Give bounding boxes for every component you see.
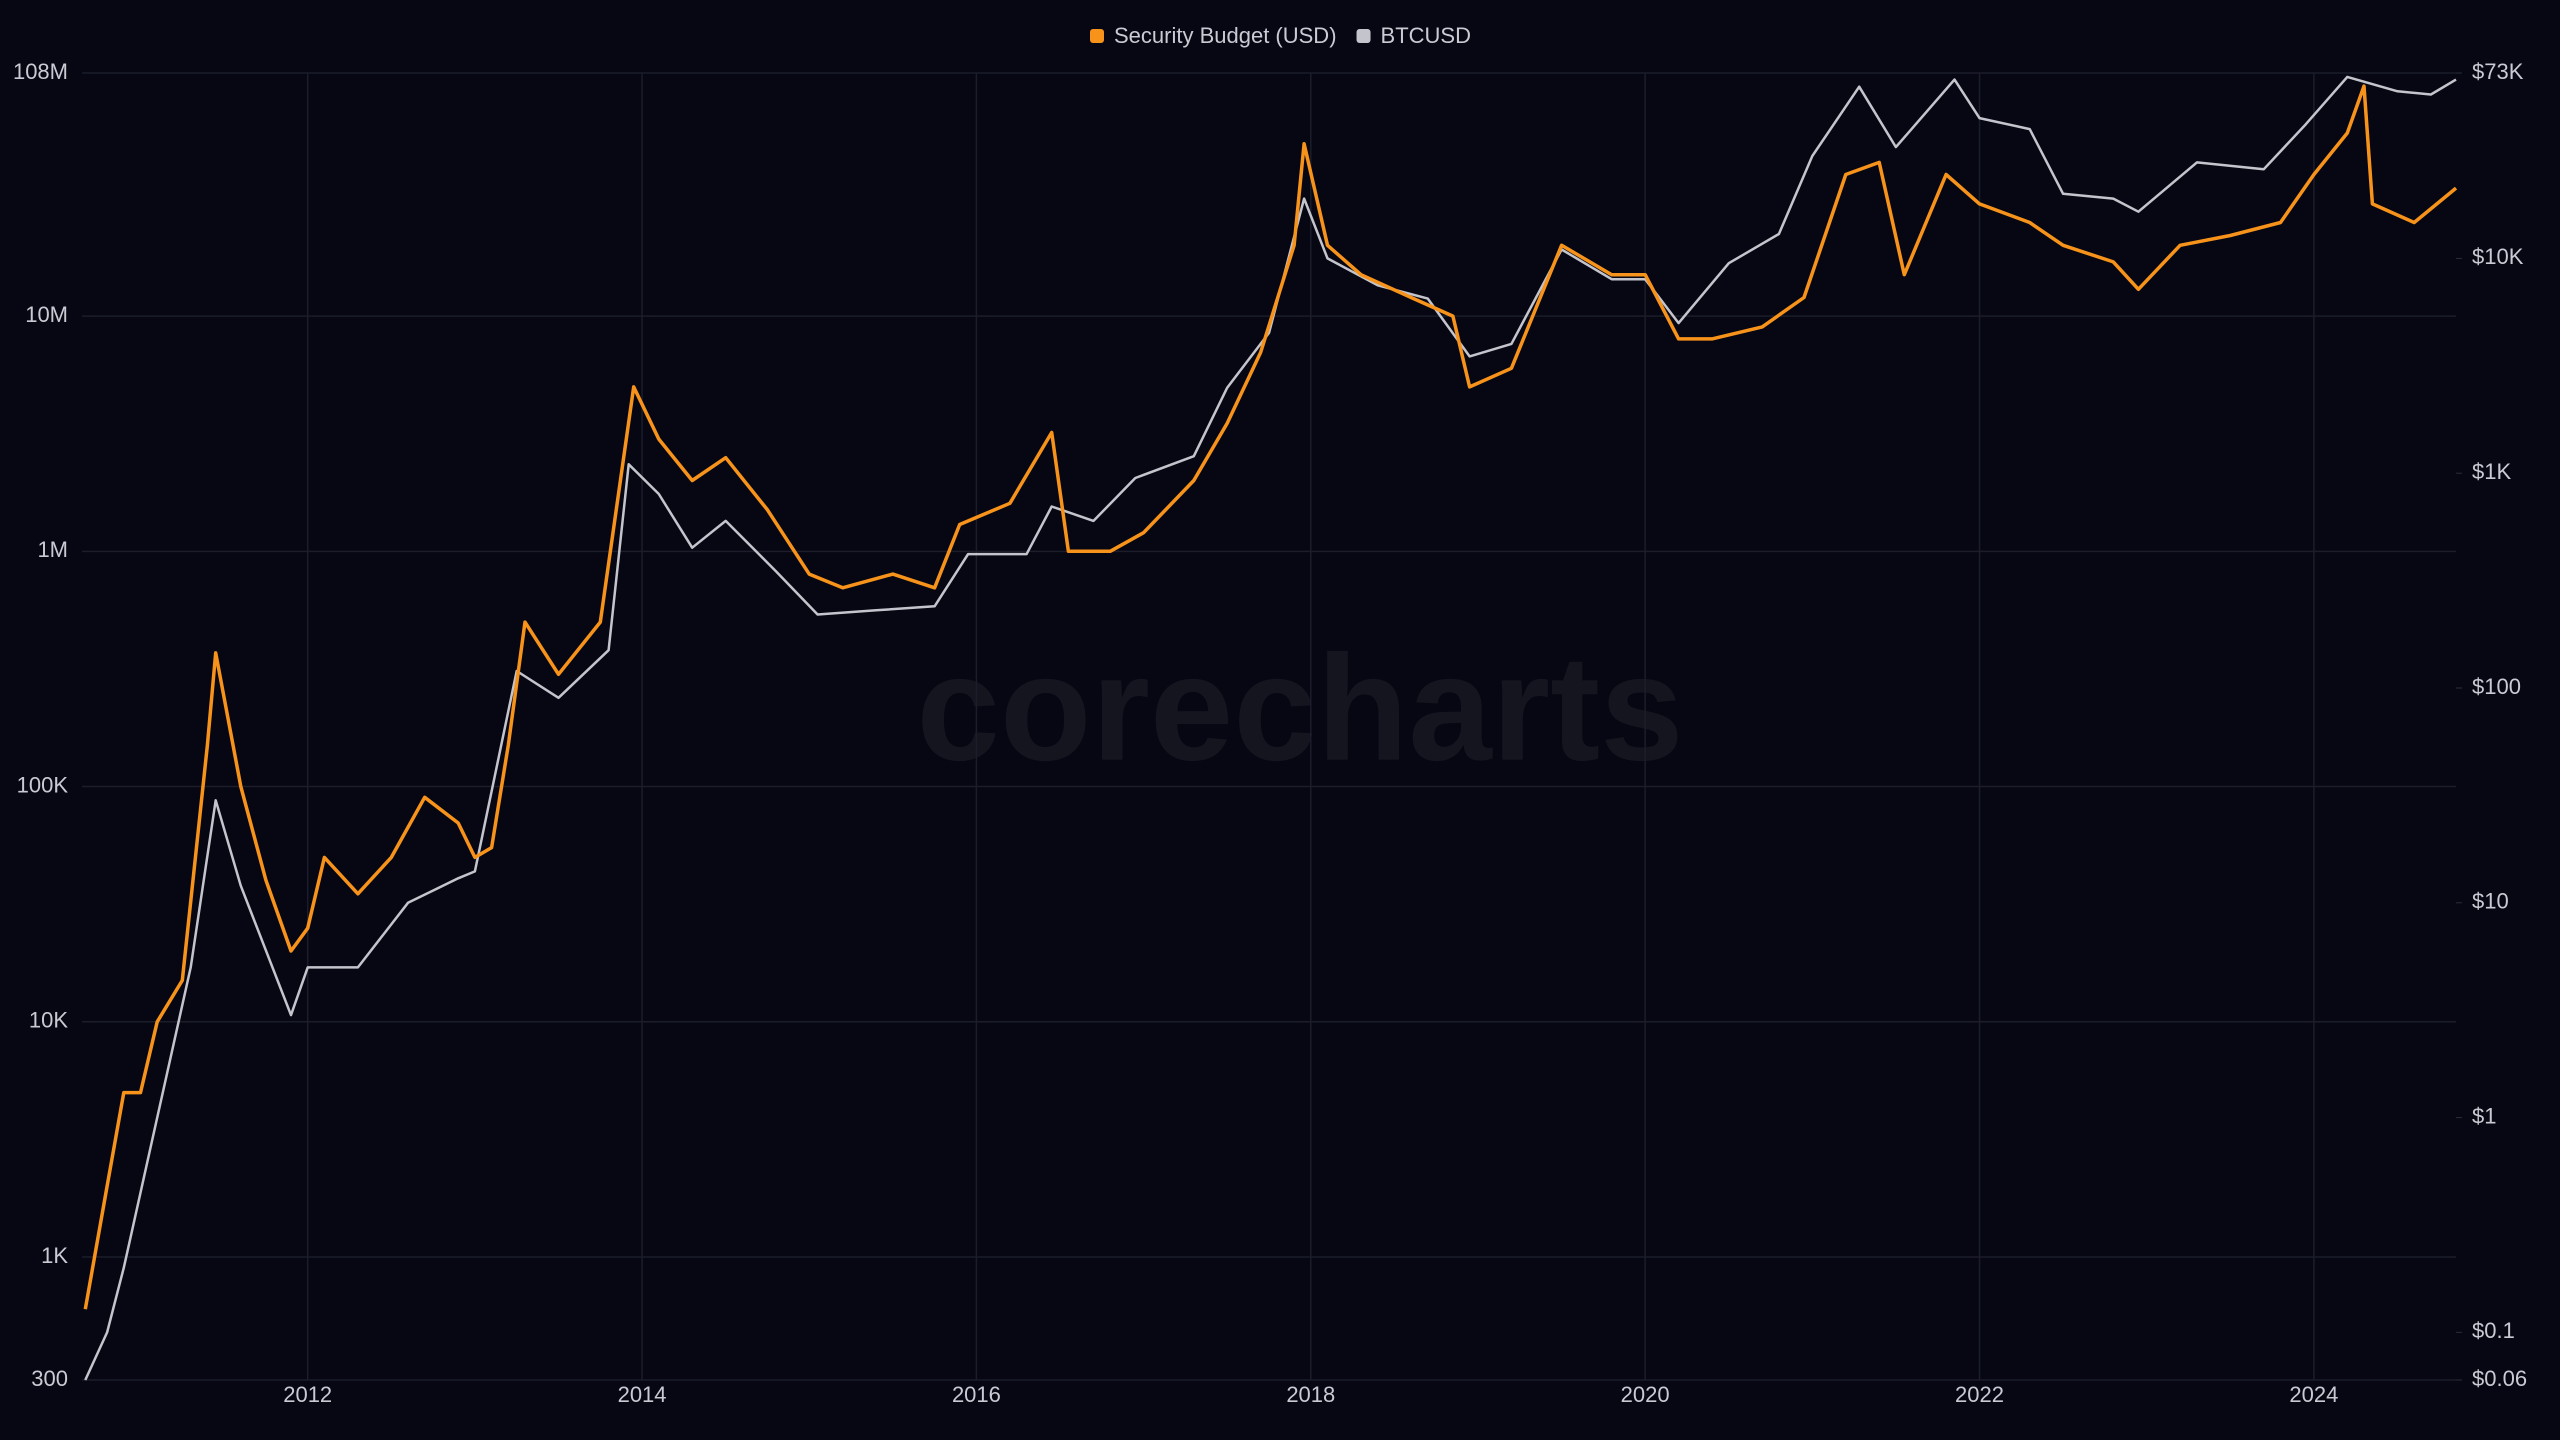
y-tick-label: 1K [41,1243,68,1268]
y-tick-label: 10M [25,302,68,327]
y-tick-label: 10K [29,1008,68,1033]
legend-label: Security Budget (USD) [1114,23,1337,48]
y2-tick-label: $10 [2472,889,2509,914]
y2-tick-label: $1K [2472,459,2511,484]
y2-tick-label: $1 [2472,1103,2496,1128]
y-tick-label: 300 [31,1366,68,1391]
y2-tick-label: $100 [2472,674,2521,699]
x-tick-label: 2016 [952,1382,1001,1407]
x-tick-label: 2024 [2289,1382,2338,1407]
y-tick-label: 100K [17,772,69,797]
x-tick-label: 2022 [1955,1382,2004,1407]
legend-swatch [1356,29,1371,43]
legend-swatch [1090,29,1104,43]
series-line [84,75,2457,1381]
x-tick-label: 2018 [1286,1382,1335,1407]
x-tick-label: 2020 [1621,1382,1670,1407]
y2-tick-label: $10K [2472,244,2524,269]
y2-tick-label: $73K [2472,59,2524,84]
y-tick-label: 108M [13,59,68,84]
x-tick-label: 2014 [618,1382,667,1407]
y-tick-label: 1M [37,537,68,562]
watermark: corecharts [916,624,1683,792]
x-tick-label: 2012 [283,1382,332,1407]
series-line [83,84,2458,1310]
legend-label: BTCUSD [1381,23,1471,48]
y2-tick-label: $0.06 [2472,1366,2527,1391]
y2-tick-label: $0.1 [2472,1318,2515,1343]
